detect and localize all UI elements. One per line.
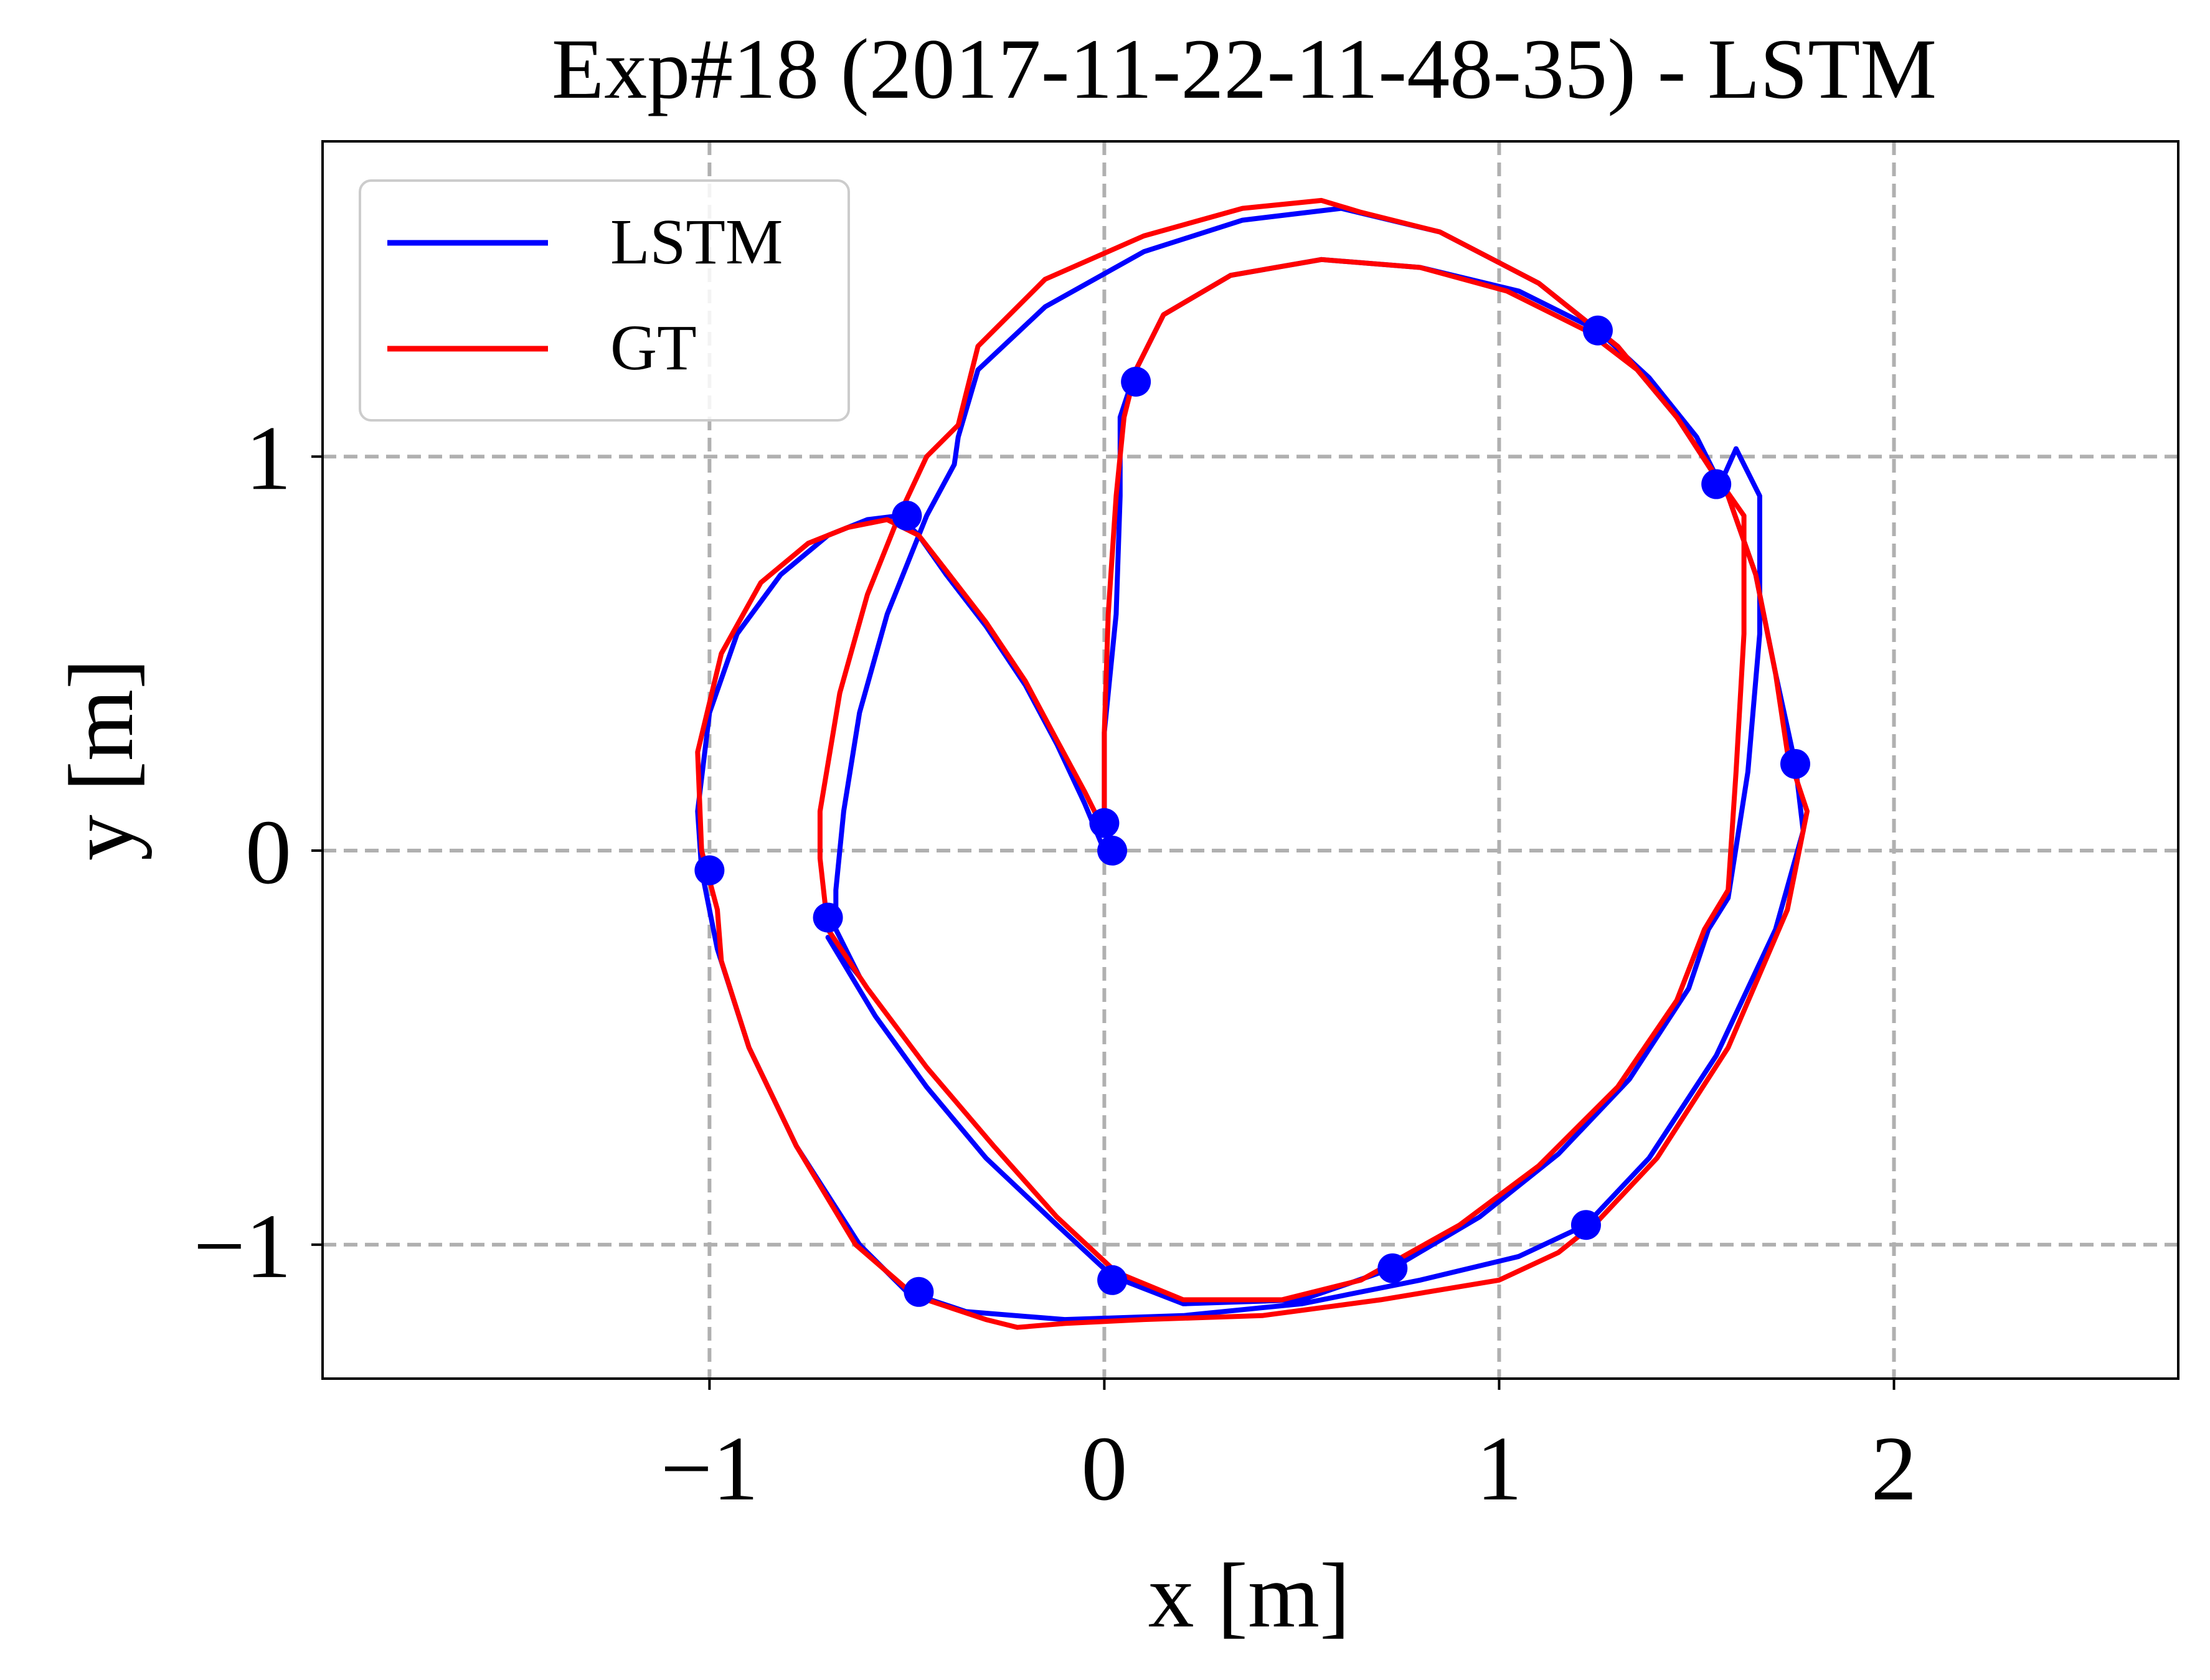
plot-frame [321,140,2179,1380]
x-tick-label-3: 2 [1871,1418,1917,1520]
legend-label-lstm: LSTM [610,206,783,278]
marker-point-1 [813,902,843,933]
x-axis: −1 0 1 2 [661,1379,1917,1520]
x-tick-label-1: 0 [1081,1418,1127,1520]
marker-point-3 [1097,1265,1128,1295]
marker-point-0 [694,855,725,885]
marker-layer [694,315,1810,1307]
y-axis: −1 0 1 [194,407,323,1298]
y-axis-label: y [m] [50,659,153,861]
y-tick-label-0: −1 [194,1196,291,1298]
x-tick-label-0: −1 [661,1418,758,1520]
marker-point-12 [1097,836,1128,866]
marker-point-5 [1570,1210,1601,1240]
marker-point-7 [1701,469,1732,499]
y-tick-label-2: 1 [245,407,291,509]
y-tick-label-1: 0 [245,801,291,904]
legend: LSTM GT [359,179,850,422]
marker-point-8 [1582,315,1613,346]
marker-point-10 [892,501,922,531]
marker-point-11 [1089,808,1120,838]
marker-point-6 [1780,748,1810,779]
marker-point-4 [1377,1253,1408,1283]
legend-label-gt: GT [610,312,697,384]
x-tick-label-2: 1 [1476,1418,1522,1520]
marker-point-2 [904,1277,934,1307]
series-line-lstm [695,205,1806,1323]
x-axis-label: x [m] [1148,1545,1351,1647]
marker-point-9 [1121,367,1151,397]
chart-title: Exp#18 (2017-11-22-11-48-35) - LSTM [552,21,1937,116]
